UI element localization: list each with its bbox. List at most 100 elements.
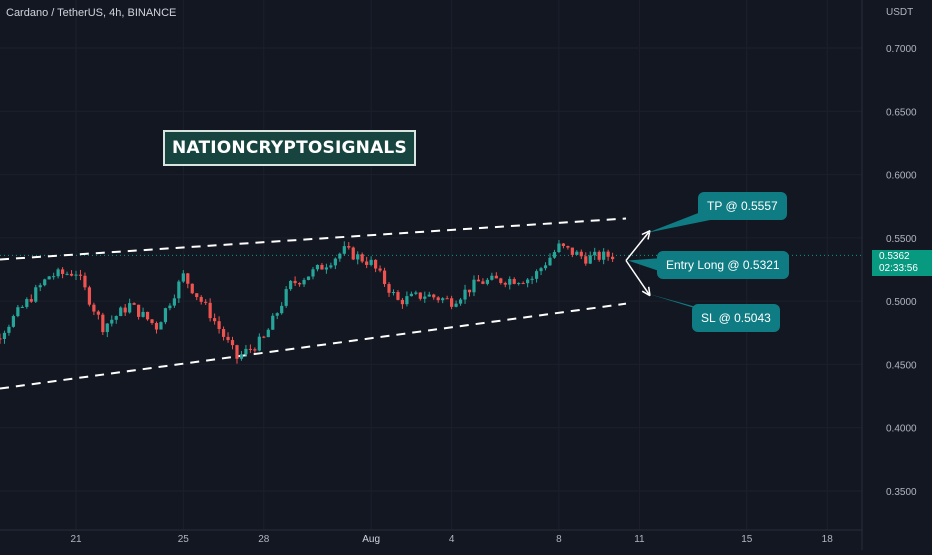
candle-down bbox=[382, 270, 387, 285]
candle-up bbox=[557, 243, 561, 253]
candle-up bbox=[119, 307, 123, 317]
time-tick-label: 11 bbox=[634, 534, 645, 545]
candle-down bbox=[566, 246, 570, 248]
price-tick-label: 0.4500 bbox=[886, 360, 917, 371]
candle-up bbox=[311, 269, 315, 277]
candle-up bbox=[11, 316, 15, 327]
candle-up bbox=[548, 257, 552, 266]
candle-down bbox=[450, 298, 454, 307]
candle-up bbox=[172, 298, 176, 306]
candle-up bbox=[458, 299, 463, 304]
candle-down bbox=[199, 297, 203, 302]
candle-up bbox=[52, 276, 56, 278]
candle-up bbox=[485, 279, 489, 284]
candle-down bbox=[374, 259, 378, 269]
candle-down bbox=[145, 311, 150, 320]
candle-up bbox=[530, 278, 534, 280]
candle-down bbox=[597, 251, 601, 260]
price-tick-label: 0.7000 bbox=[886, 44, 917, 55]
candle-up bbox=[588, 255, 592, 264]
price-channel bbox=[0, 217, 627, 390]
candle-up bbox=[405, 296, 409, 305]
channel-lower-line bbox=[0, 302, 627, 390]
candle-up bbox=[105, 323, 109, 333]
candle-up bbox=[356, 254, 360, 260]
candle-up bbox=[271, 315, 275, 330]
candle-up bbox=[517, 283, 521, 285]
time-tick-label: 8 bbox=[556, 534, 562, 545]
candle-up bbox=[43, 279, 47, 286]
candle-up bbox=[409, 293, 413, 297]
candle-up bbox=[284, 289, 288, 306]
candle-up bbox=[2, 332, 7, 339]
candle-up bbox=[25, 299, 29, 307]
candle-up bbox=[114, 316, 118, 320]
candle-down bbox=[213, 318, 217, 322]
candle-down bbox=[387, 284, 391, 293]
candle-up bbox=[163, 308, 168, 323]
candle-up bbox=[266, 329, 270, 338]
trade-arrows bbox=[625, 229, 651, 297]
time-axis[interactable]: 21 25 28 Aug 4 8 11 15 18 bbox=[70, 534, 833, 545]
candle-down bbox=[606, 251, 610, 257]
candle-down bbox=[476, 279, 481, 282]
candle-up bbox=[391, 292, 396, 294]
candle-down bbox=[235, 345, 239, 359]
bar-countdown: 02:33:56 bbox=[879, 263, 918, 274]
candle-up bbox=[7, 326, 11, 333]
candle-up bbox=[593, 251, 597, 256]
candle-down bbox=[87, 287, 92, 305]
candle-up bbox=[472, 279, 476, 293]
candle-up bbox=[47, 276, 51, 280]
candle-down bbox=[0, 338, 2, 340]
take-profit-callout[interactable]: TP @ 0.5557 bbox=[698, 192, 787, 220]
candle-up bbox=[280, 305, 284, 314]
candle-down bbox=[69, 273, 74, 276]
candle-up bbox=[508, 279, 512, 285]
candle-down bbox=[521, 283, 525, 285]
time-tick-label: 21 bbox=[70, 534, 82, 545]
candle-up bbox=[181, 273, 185, 282]
candle-up bbox=[324, 267, 329, 270]
candle-up bbox=[534, 271, 539, 279]
candle-down bbox=[101, 314, 105, 333]
candle-down bbox=[432, 294, 436, 298]
stop-loss-callout[interactable]: SL @ 0.5043 bbox=[692, 304, 780, 332]
candle-up bbox=[110, 319, 114, 324]
candle-up bbox=[526, 279, 530, 284]
candle-down bbox=[418, 292, 422, 299]
price-axis[interactable]: 0.7000 0.6500 0.6000 0.5500 0.5000 0.4500 0.40… bbox=[886, 44, 917, 498]
candle-down bbox=[499, 278, 503, 283]
symbol-title: Cardano / TetherUS, 4h, BINANCE bbox=[6, 7, 177, 19]
time-tick-label: 28 bbox=[258, 534, 270, 545]
candle-down bbox=[584, 256, 588, 264]
candle-up bbox=[34, 287, 38, 302]
candle-down bbox=[579, 251, 583, 257]
candle-up bbox=[333, 258, 337, 266]
candle-up bbox=[289, 280, 293, 290]
candle-down bbox=[378, 268, 382, 271]
price-tick-label: 0.4000 bbox=[886, 424, 917, 435]
candle-down bbox=[226, 336, 230, 341]
entry-long-callout[interactable]: Entry Long @ 0.5321 bbox=[657, 251, 789, 279]
time-tick-label: 25 bbox=[178, 534, 190, 545]
candle-up bbox=[128, 303, 132, 313]
candle-up bbox=[441, 298, 445, 301]
candle-down bbox=[262, 336, 266, 338]
candle-down bbox=[248, 348, 252, 350]
candle-down bbox=[396, 292, 400, 300]
candle-down bbox=[512, 279, 516, 284]
candle-down bbox=[221, 329, 226, 337]
candle-up bbox=[454, 303, 458, 307]
candle-down bbox=[436, 297, 440, 301]
price-tick-label: 0.5500 bbox=[886, 234, 917, 245]
price-tick-label: 0.6000 bbox=[886, 171, 917, 182]
candle-up bbox=[239, 354, 244, 359]
candle-down bbox=[570, 247, 574, 255]
candle-up bbox=[306, 276, 311, 280]
time-tick-label: 18 bbox=[822, 534, 834, 545]
time-tick-label: 4 bbox=[449, 534, 455, 545]
candle-up bbox=[338, 253, 342, 259]
